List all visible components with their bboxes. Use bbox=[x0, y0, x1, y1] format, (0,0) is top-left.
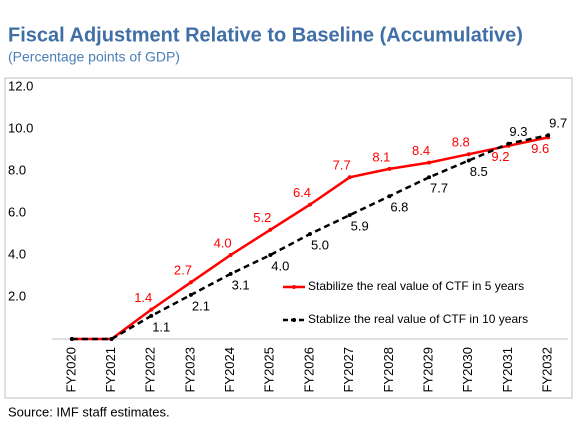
y-tick-label: 12.0 bbox=[8, 78, 33, 93]
x-tick-label: FY2024 bbox=[222, 347, 237, 393]
point bbox=[466, 152, 471, 157]
data-label: 4.0 bbox=[271, 258, 289, 273]
x-tick-label: FY2027 bbox=[341, 347, 356, 393]
x-tick-label: FY2023 bbox=[182, 347, 197, 393]
point bbox=[109, 337, 114, 341]
point bbox=[308, 232, 312, 236]
x-tick-label: FY2030 bbox=[460, 347, 475, 393]
point bbox=[69, 337, 74, 341]
point bbox=[188, 292, 193, 297]
data-label: 2.1 bbox=[192, 298, 210, 313]
x-tick-label: FY2022 bbox=[143, 347, 158, 393]
point bbox=[268, 227, 273, 232]
legend-label: Stabilize the real value of CTF in 5 yea… bbox=[308, 279, 524, 293]
x-tick-label: FY2032 bbox=[540, 347, 555, 393]
point bbox=[387, 194, 392, 199]
point bbox=[347, 213, 352, 218]
data-label: 1.1 bbox=[152, 319, 170, 334]
data-label: 5.2 bbox=[253, 210, 271, 225]
y-tick-label: 4.0 bbox=[8, 246, 26, 261]
y-tick-label: 2.0 bbox=[8, 288, 26, 303]
data-label: 9.7 bbox=[549, 116, 567, 131]
y-tick-label: 8.0 bbox=[8, 162, 26, 177]
data-label: 9.2 bbox=[491, 149, 509, 164]
data-label: 6.4 bbox=[293, 185, 311, 200]
data-label: 1.4 bbox=[134, 290, 152, 305]
point bbox=[466, 158, 471, 163]
x-tick-label: FY2021 bbox=[103, 347, 118, 393]
y-tick-label: 10.0 bbox=[8, 120, 33, 135]
point bbox=[228, 253, 233, 257]
y-tick-label: 6.0 bbox=[8, 204, 26, 219]
point bbox=[149, 313, 154, 318]
chart-title: Fiscal Adjustment Relative to Baseline (… bbox=[8, 24, 523, 46]
legend-label: Stablize the real value of CTF in 10 yea… bbox=[308, 312, 528, 326]
data-label: 9.6 bbox=[531, 141, 549, 156]
x-tick-label: FY2029 bbox=[421, 347, 436, 393]
legend-marker bbox=[292, 285, 296, 289]
point bbox=[546, 133, 551, 138]
data-label: 6.8 bbox=[390, 200, 408, 215]
chart-frame bbox=[4, 77, 573, 399]
x-tick-label: FY2031 bbox=[500, 347, 515, 393]
point bbox=[387, 166, 392, 171]
chart-subtitle: (Percentage points of GDP) bbox=[8, 49, 180, 65]
data-label: 4.0 bbox=[214, 235, 232, 250]
data-label: 8.8 bbox=[452, 135, 470, 150]
source-note: Source: IMF staff estimates. bbox=[8, 404, 170, 419]
data-label: 8.4 bbox=[412, 143, 430, 158]
point bbox=[268, 253, 273, 257]
point bbox=[228, 271, 233, 276]
point bbox=[506, 141, 511, 146]
x-tick-label: FY2025 bbox=[262, 347, 277, 393]
x-tick-label: FY2028 bbox=[381, 347, 396, 393]
point bbox=[188, 280, 193, 285]
data-label: 5.9 bbox=[351, 219, 369, 234]
point bbox=[427, 160, 432, 165]
point bbox=[308, 202, 312, 207]
x-tick-label: FY2026 bbox=[301, 347, 316, 393]
data-label: 9.3 bbox=[509, 124, 527, 139]
data-label: 7.7 bbox=[333, 158, 351, 173]
data-label: 8.1 bbox=[372, 149, 390, 164]
data-label: 2.7 bbox=[174, 263, 192, 278]
legend-marker bbox=[292, 318, 296, 322]
data-label: 8.5 bbox=[470, 164, 488, 179]
data-label: 5.0 bbox=[311, 237, 329, 252]
data-label: 3.1 bbox=[232, 277, 250, 292]
point bbox=[427, 175, 432, 180]
x-tick-label: FY2020 bbox=[63, 347, 78, 393]
data-label: 7.7 bbox=[430, 181, 448, 196]
point bbox=[347, 175, 352, 180]
point bbox=[149, 307, 154, 312]
